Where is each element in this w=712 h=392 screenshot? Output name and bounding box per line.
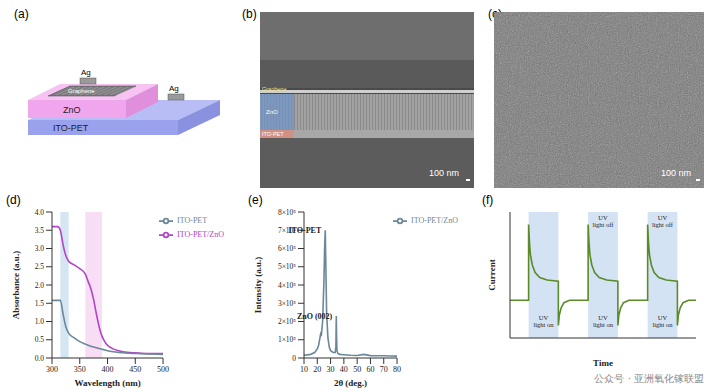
svg-text:ZnO: ZnO (63, 105, 81, 115)
svg-text:1×10⁵: 1×10⁵ (278, 335, 296, 344)
svg-text:2.0: 2.0 (35, 281, 45, 290)
svg-text:400: 400 (102, 365, 114, 374)
svg-text:2×10⁵: 2×10⁵ (278, 317, 296, 326)
svg-text:Time: Time (593, 358, 613, 368)
html-text:ITO-PET: ITO-PET (177, 215, 208, 225)
svg-text:2θ (deg.): 2θ (deg.) (334, 378, 367, 388)
svg-text:100 nm: 100 nm (429, 168, 459, 178)
svg-text:3.5: 3.5 (35, 226, 45, 235)
svg-text:ITO-PET: ITO-PET (53, 123, 89, 133)
html-text:ITO-PET/ZnO: ITO-PET/ZnO (177, 229, 224, 239)
svg-text:UVlight on: UVlight on (652, 314, 673, 328)
svg-text:UVlight off: UVlight off (652, 214, 674, 228)
svg-text:80: 80 (393, 365, 401, 374)
svg-text:60: 60 (366, 365, 374, 374)
svg-text:10: 10 (300, 365, 308, 374)
svg-text:UVlight off: UVlight off (592, 214, 614, 228)
svg-text:(a): (a) (14, 7, 29, 21)
html-text:(f): (f) (482, 193, 494, 207)
svg-text:Absorbance (a.u.): Absorbance (a.u.) (11, 251, 21, 319)
svg-text:5×10⁵: 5×10⁵ (278, 262, 296, 271)
svg-text:7×10⁵: 7×10⁵ (278, 226, 296, 235)
svg-text:0.0: 0.0 (35, 354, 45, 363)
svg-text:ITO-PET: ITO-PET (288, 226, 322, 236)
html-text:ITO-PET/ZnO: ITO-PET/ZnO (411, 215, 458, 225)
svg-text:0.5: 0.5 (35, 335, 45, 344)
svg-text:ITO-PET: ITO-PET (262, 131, 284, 137)
svg-text:UVlight on: UVlight on (593, 314, 614, 328)
svg-text:ZnO: ZnO (266, 109, 278, 115)
svg-text:1.5: 1.5 (35, 299, 45, 308)
html-text:(e): (e) (248, 193, 263, 207)
svg-text:4.0: 4.0 (35, 208, 45, 217)
svg-text:8×10⁵: 8×10⁵ (278, 208, 296, 217)
svg-text:Ag: Ag (169, 84, 179, 93)
svg-text:(b): (b) (242, 7, 257, 21)
svg-text:0: 0 (292, 354, 296, 363)
svg-text:Graphene: Graphene (68, 88, 95, 94)
html-text:公众号 · 亚洲氧化镓联盟: 公众号 · 亚洲氧化镓联盟 (594, 373, 704, 384)
svg-text:30: 30 (327, 365, 335, 374)
svg-text:3×10⁵: 3×10⁵ (278, 299, 296, 308)
svg-text:1.0: 1.0 (35, 317, 45, 326)
svg-text:6×10⁵: 6×10⁵ (278, 244, 296, 253)
svg-text:350: 350 (74, 365, 86, 374)
svg-text:40: 40 (340, 365, 348, 374)
svg-text:300: 300 (46, 365, 58, 374)
svg-text:450: 450 (129, 365, 141, 374)
html-text:(d): (d) (6, 193, 21, 207)
svg-text:20: 20 (313, 365, 321, 374)
svg-text:2.5: 2.5 (35, 262, 45, 271)
svg-text:Ag: Ag (81, 68, 91, 77)
svg-text:50: 50 (353, 365, 361, 374)
svg-text:100 nm: 100 nm (661, 168, 691, 178)
svg-text:ZnO (002): ZnO (002) (297, 312, 333, 321)
svg-text:Intensity (a.u.): Intensity (a.u.) (253, 257, 263, 313)
svg-text:3.0: 3.0 (35, 244, 45, 253)
svg-text:Current: Current (487, 259, 497, 290)
svg-text:500: 500 (157, 365, 169, 374)
svg-text:70: 70 (380, 365, 388, 374)
svg-text:4×10⁵: 4×10⁵ (278, 281, 296, 290)
svg-text:Wavelength (nm): Wavelength (nm) (74, 378, 140, 388)
svg-text:UVlight on: UVlight on (533, 314, 554, 328)
svg-text:Graphene: Graphene (262, 86, 286, 92)
